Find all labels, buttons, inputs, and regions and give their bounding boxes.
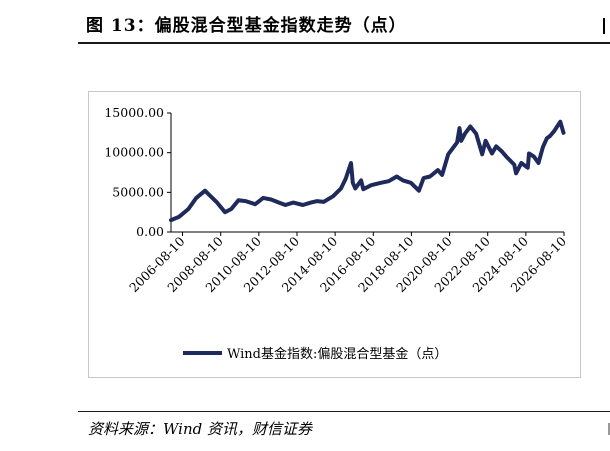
y-tick-label: 0.00 — [136, 224, 164, 239]
header-edge-mark — [603, 18, 610, 34]
footer-edge-mark — [608, 423, 610, 435]
figure-header: 图 13：偏股混合型基金指数走势（点） — [78, 0, 610, 44]
footer-divider — [78, 411, 610, 412]
legend-label: Wind基金指数:偏股混合型基金（点） — [227, 346, 447, 362]
source-note: 资料来源：Wind 资讯，财信证券 — [88, 420, 312, 438]
y-tick-label: 5000.00 — [112, 184, 164, 199]
figure-title: 图 13：偏股混合型基金指数走势（点） — [86, 16, 407, 36]
series-line — [169, 119, 566, 223]
line-chart: 15000.0010000.005000.000.002006-08-10200… — [104, 105, 569, 362]
y-tick-label: 15000.00 — [104, 105, 164, 120]
y-tick-label: 10000.00 — [104, 145, 164, 160]
chart-frame: 15000.00 10000.00 5000.00 0.00 2006-08-10 200… — [88, 91, 581, 378]
